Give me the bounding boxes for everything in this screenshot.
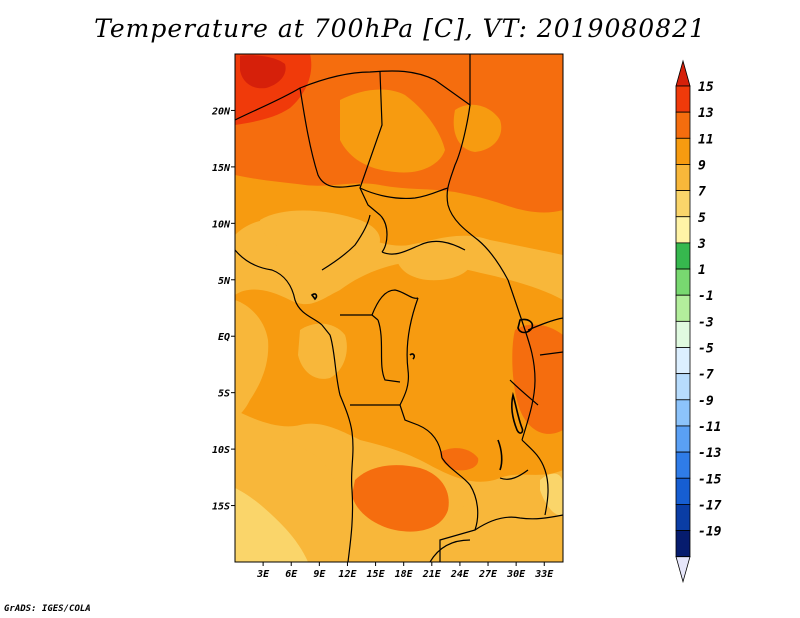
colorbar-label: 7: [698, 185, 706, 200]
colorbar-label: 1: [698, 263, 706, 278]
colorbar-label: 9: [698, 158, 706, 173]
colorbar-label: 11: [698, 132, 714, 147]
longitude-axis: 3E 6E 9E 12E 15E 18E 21E 24E 27E 30E 33E: [256, 562, 554, 580]
contour-7-9-cameroon: [260, 210, 380, 260]
colorbar-segment: [675, 294, 691, 322]
colorbar-label: 15: [698, 80, 714, 95]
contour-11-13-angola: [352, 465, 449, 532]
colorbar-top-arrow: [675, 59, 691, 87]
colorbar-segment: [675, 425, 691, 453]
temperature-field: [235, 54, 563, 562]
colorbar-label: -1: [698, 289, 714, 304]
lon-tick-label: 24E: [450, 569, 470, 580]
lat-tick-label: 15S: [212, 502, 230, 513]
lon-tick-label: 27E: [478, 569, 498, 580]
colorbar-segment: [675, 477, 691, 505]
colorbar-segment: [675, 503, 691, 531]
country-borders: [235, 54, 563, 562]
chart-title: Temperature at 700hPa [C], VT: 201908082…: [94, 14, 706, 43]
contour-11-13-zambia: [440, 448, 479, 471]
lon-tick-label: 21E: [422, 569, 442, 580]
colorbar-label: 13: [698, 106, 714, 121]
lon-tick-label: 15E: [367, 569, 386, 580]
contour-7-9-car: [395, 241, 473, 281]
contour-9-11-niger: [340, 89, 445, 173]
colorbar-label: -5: [698, 342, 714, 357]
contour-13-15-spot: [240, 55, 286, 89]
latitude-axis: 20N 15N 10N 5N EQ 5S 10S 15S: [211, 106, 235, 513]
lakes: [310, 293, 534, 471]
colorbar-segment: [675, 320, 691, 348]
lat-tick-label: 10N: [212, 219, 231, 230]
colorbar-label: 3: [697, 237, 706, 252]
map-frame: [234, 53, 564, 563]
colorbar-label: -15: [698, 472, 722, 487]
colorbar-segment: [675, 530, 691, 558]
lon-tick-label: 12E: [338, 569, 357, 580]
colorbar-segment: [675, 347, 691, 375]
lat-tick-label: 5S: [218, 389, 230, 400]
contour-5-7-coast: [235, 488, 308, 562]
lon-tick-label: 30E: [506, 569, 526, 580]
colorbar-label: -13: [698, 446, 722, 461]
lon-tick-label: 6E: [285, 569, 298, 580]
colorbar-segment: [675, 451, 691, 479]
colorbar-segment: [675, 242, 691, 270]
colorbar-segment: [675, 373, 691, 401]
colorbar-segment: [675, 111, 691, 139]
colorbar-segment: [675, 85, 691, 113]
colorbar-label: -9: [698, 394, 714, 409]
lon-tick-label: 33E: [534, 569, 554, 580]
contour-9-11-congo: [235, 261, 563, 482]
colorbar-segment: [675, 268, 691, 296]
colorbar-label: -7: [698, 368, 714, 383]
colorbar-label: -3: [698, 315, 714, 330]
contour-11-13-east: [512, 324, 563, 434]
lat-tick-label: 15N: [212, 163, 231, 174]
colorbar-segment: [675, 399, 691, 427]
lat-tick-label: 20N: [211, 106, 231, 117]
colorbar-segment: [675, 164, 691, 191]
colorbar-label: -11: [698, 420, 721, 435]
lat-tick-label: EQ: [218, 332, 230, 343]
lon-tick-label: 3E: [256, 569, 270, 580]
grads-credit: GrADS: IGES/COLA: [4, 604, 91, 614]
contour-9-11-chad-east: [453, 104, 502, 152]
lat-tick-label: 10S: [212, 445, 230, 456]
colorbar-segment: [675, 190, 691, 218]
colorbar-label: -17: [698, 498, 722, 513]
contour-7-9-west: [235, 300, 269, 418]
contour-5-7-coast2: [540, 473, 563, 516]
lat-tick-label: 5N: [218, 276, 231, 287]
lon-tick-label: 18E: [395, 569, 414, 580]
colorbar: 15 13 11 9 7 5 3 1 -1 -3 -5 -7 -9 -11 -13 -15 -17 -19: [675, 59, 722, 584]
colorbar-segment: [675, 137, 691, 165]
colorbar-label: -19: [698, 525, 722, 540]
colorbar-bottom-arrow: [675, 556, 691, 584]
lon-tick-label: 9E: [313, 569, 326, 580]
colorbar-label: 5: [698, 211, 706, 226]
contour-7-9-southeast: [439, 493, 563, 562]
colorbar-segment: [675, 216, 691, 244]
